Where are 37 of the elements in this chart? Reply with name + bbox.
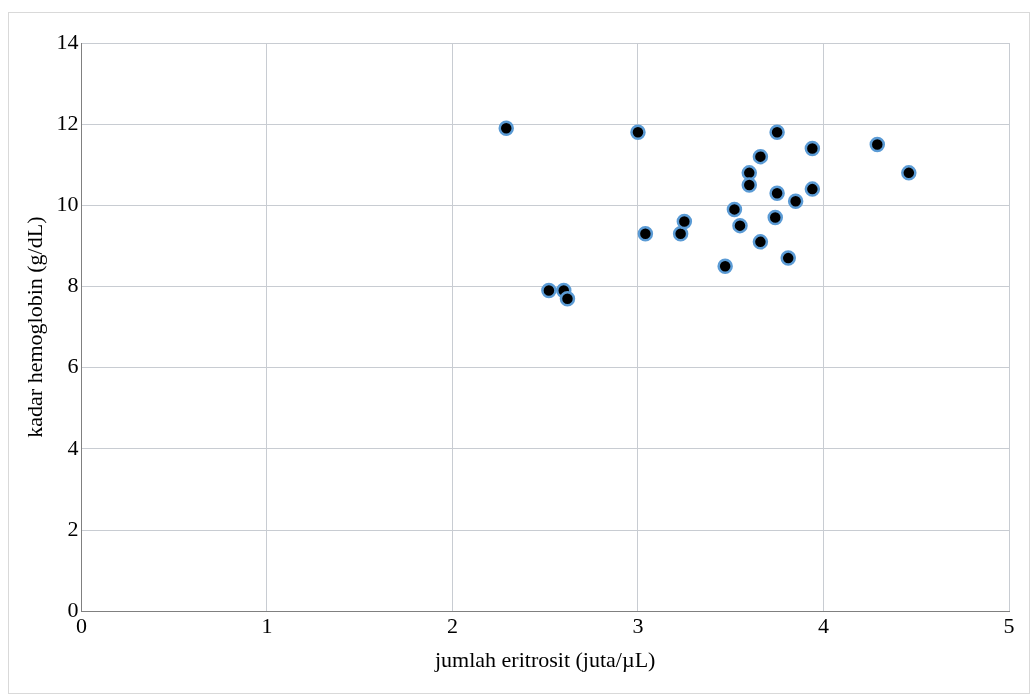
- point: [541, 282, 557, 299]
- x-tick-label: 1: [261, 613, 273, 639]
- point: [804, 181, 821, 197]
- point: [787, 193, 804, 210]
- point: [637, 226, 654, 242]
- point: [672, 226, 689, 242]
- point: [769, 124, 785, 141]
- point: [726, 201, 743, 218]
- point: [741, 165, 758, 181]
- y-tick-label: 4: [67, 434, 79, 460]
- x-tick-label: 5: [1003, 613, 1015, 639]
- y-axis-title: kadar hemoglobin (g/dL): [21, 216, 47, 438]
- point: [732, 217, 748, 234]
- point: [752, 148, 769, 165]
- point: [752, 234, 769, 250]
- y-tick-label: 8: [67, 272, 79, 298]
- y-tick-label: 6: [67, 353, 79, 379]
- y-tick-label: 10: [56, 191, 79, 217]
- point: [767, 209, 783, 226]
- point: [717, 258, 733, 274]
- x-axis-title: jumlah eritrosit (juta/µL): [434, 646, 656, 672]
- point: [741, 177, 758, 193]
- point: [804, 140, 821, 157]
- point: [901, 165, 917, 181]
- point: [676, 213, 693, 230]
- y-tick-label: 14: [56, 28, 79, 54]
- x-tick-label: 3: [632, 613, 644, 639]
- point: [630, 124, 646, 141]
- point: [769, 185, 785, 201]
- point: [869, 136, 886, 153]
- x-tick-label: 2: [446, 613, 458, 639]
- x-tick-label: 4: [817, 613, 829, 639]
- y-tick-label: 12: [56, 109, 79, 135]
- point: [559, 290, 576, 307]
- point: [498, 120, 514, 136]
- y-tick-label: 2: [67, 515, 79, 541]
- point: [780, 250, 796, 266]
